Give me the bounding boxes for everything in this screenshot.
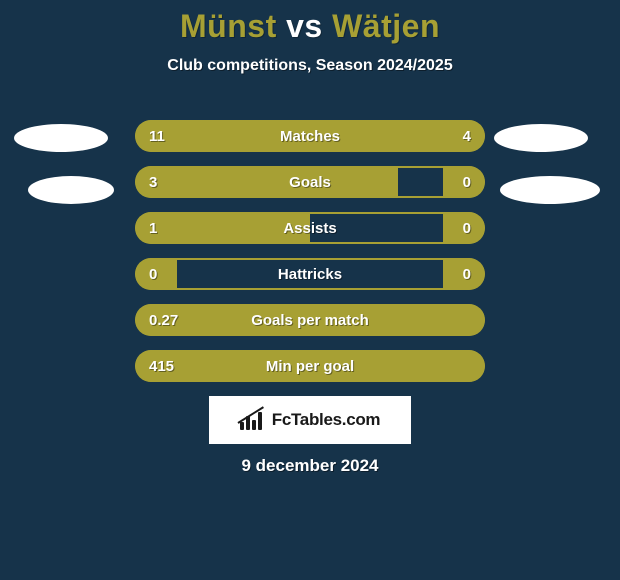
stat-value-right: 0 xyxy=(463,166,471,198)
stat-row: 0.27Goals per match xyxy=(135,304,485,336)
player2-name: Wätjen xyxy=(332,8,440,44)
avatar-ellipse xyxy=(500,176,600,204)
page-title: Münst vs Wätjen xyxy=(0,0,620,45)
logo-bar xyxy=(240,422,244,430)
logo-bar xyxy=(258,412,262,430)
stat-label: Goals per match xyxy=(135,304,485,336)
stat-label: Matches xyxy=(135,120,485,152)
logo-text: FcTables.com xyxy=(272,410,381,430)
subtitle: Club competitions, Season 2024/2025 xyxy=(0,57,620,75)
logo-bar xyxy=(252,420,256,430)
stat-label: Hattricks xyxy=(135,258,485,290)
stat-row: 415Min per goal xyxy=(135,350,485,382)
stat-label: Goals xyxy=(135,166,485,198)
date-label: 9 december 2024 xyxy=(0,456,620,476)
stat-label: Min per goal xyxy=(135,350,485,382)
stat-value-right: 4 xyxy=(463,120,471,152)
stats-panel: 11Matches43Goals01Assists00Hattricks00.2… xyxy=(135,120,485,396)
stat-value-right: 0 xyxy=(463,212,471,244)
avatar-ellipse xyxy=(28,176,114,204)
player1-name: Münst xyxy=(180,8,277,44)
avatar-ellipse xyxy=(494,124,588,152)
stat-row: 3Goals0 xyxy=(135,166,485,198)
stat-row: 11Matches4 xyxy=(135,120,485,152)
stat-row: 0Hattricks0 xyxy=(135,258,485,290)
comparison-infographic: Münst vs Wätjen Club competitions, Seaso… xyxy=(0,0,620,580)
fctables-chart-icon xyxy=(240,410,266,430)
stat-row: 1Assists0 xyxy=(135,212,485,244)
avatar-ellipse xyxy=(14,124,108,152)
stat-label: Assists xyxy=(135,212,485,244)
logo-badge: FcTables.com xyxy=(209,396,411,444)
stat-value-right: 0 xyxy=(463,258,471,290)
vs-text: vs xyxy=(286,8,323,44)
